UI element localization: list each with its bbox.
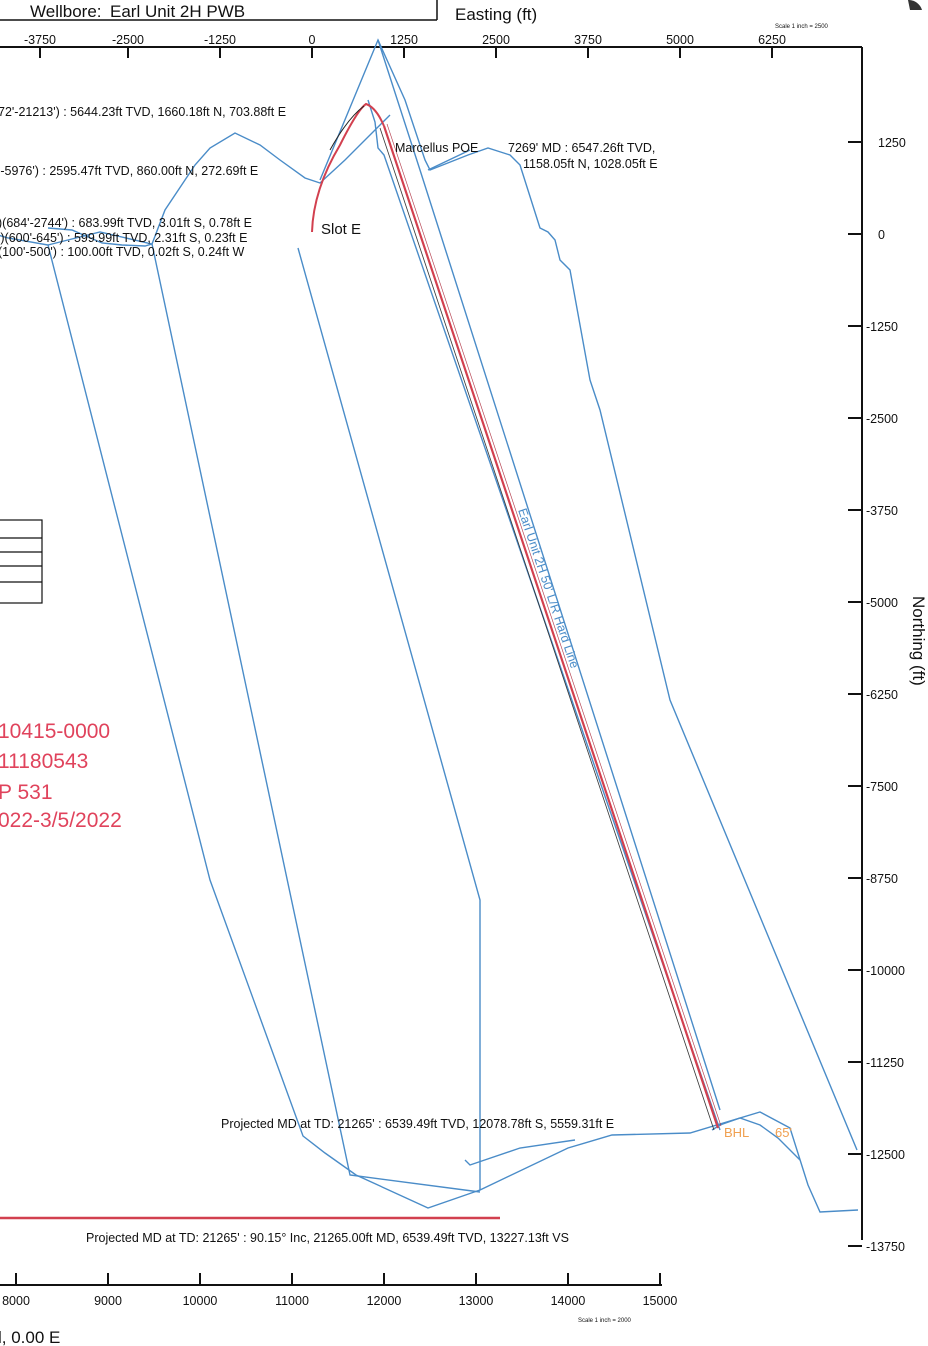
northing-tick-label: -2500 [866,412,898,426]
section-tick-label: 9000 [94,1294,122,1308]
scale-bottom: Scale 1 inch = 2000 [578,1318,632,1324]
northing-tick-label: -1250 [866,320,898,334]
northing-tick-label: -5000 [866,596,898,610]
lease-lines [0,38,859,1213]
northing-tick-label: -7500 [866,780,898,794]
easting-tick-label: 6250 [758,33,786,47]
lease-line-mid-left [47,227,481,1193]
stamp-line-1: 10415-0000 [0,720,110,743]
easting-tick-label: -2500 [112,33,144,47]
hardline-label: Earl Unit 2H 50' L/R Hard Line [515,507,582,671]
origin-fragment: l, 0.00 E [0,1328,60,1346]
northing-tick-label: -8750 [866,872,898,886]
lease-line-se [711,1117,801,1161]
northing-tick-label: 0 [878,228,885,242]
wellbore-name: Earl Unit 2H PWB [110,2,245,21]
lease-line-corridor-right [377,39,721,1111]
section-tick-label: 13000 [459,1294,494,1308]
lease-line-upper [47,114,391,246]
annotation-3: )(684'-2744') : 683.99ft TVD, 3.01ft S, … [0,216,252,230]
section-tick-label: 14000 [551,1294,586,1308]
northing-tick-label: -13750 [866,1240,905,1254]
easting-tick-label: -3750 [24,33,56,47]
bhl-label: BHL [724,1125,749,1140]
northing-axis-title: Northing (ft) [909,596,928,686]
annotation-1: 72'-21213') : 5644.23ft TVD, 1660.18ft N… [0,105,286,119]
easting-axis [0,46,863,1240]
easting-tick-label: 1250 [390,33,418,47]
section-tick-label: 10000 [183,1294,218,1308]
wellpath-curve [311,102,385,233]
poe-line-1: 7269' MD : 6547.26ft TVD, [508,141,655,155]
compass-icon [908,0,922,10]
annotation-4: ')(600'-645') : 599.99ft TVD, 2.31ft S, … [0,231,247,245]
wellbore-label: Wellbore: [30,2,102,21]
lease-line-south [464,1139,576,1166]
easting-tick-label: 5000 [666,33,694,47]
easting-axis-title: Easting (ft) [455,5,537,24]
northing-tick-label: 1250 [878,136,906,150]
northing-tick-label: -12500 [866,1148,905,1162]
easting-tick-label: 2500 [482,33,510,47]
lease-line-corridor-left [367,99,721,1131]
stamp-line-3: P 531 [0,781,53,804]
poe-line-2: 1158.05ft N, 1028.05ft E [523,157,658,171]
stamp-line-2: 11180543 [0,750,88,773]
legend-box [0,519,43,604]
lease-line-tail [427,149,471,171]
stamp-line-4: 022-3/5/2022 [0,809,122,832]
wellpath-lateral [382,125,720,1129]
approval-stamp: 10415-0000 11180543 P 531 022-3/5/2022 [0,720,122,832]
section-tick-label: 12000 [367,1294,402,1308]
wellpath [0,102,722,1220]
lease-line-center [297,247,859,1213]
tick-layer: -3750 -2500 -1250 0 1250 2500 3750 5000 62501250… [2,33,906,1308]
td-section-label: Projected MD at TD: 21265' : 90.15° Inc,… [86,1231,569,1245]
section-tick-label: 11000 [275,1294,309,1308]
annotation-2: '-5976') : 2595.47ft TVD, 860.00ft N, 27… [0,164,258,178]
easting-tick-label: 0 [309,33,316,47]
northing-tick-label: -11250 [866,1056,904,1070]
annotation-5: (100'-500') : 100.00ft TVD, 0.02ft S, 0.… [0,245,245,259]
slot-label: Slot E [321,221,361,238]
lease-line-left [0,234,481,1209]
section-tick-label: 8000 [2,1294,30,1308]
easting-tick-label: -1250 [204,33,236,47]
header-box: Wellbore: Earl Unit 2H PWB [0,0,438,21]
northing-tick-label: -10000 [866,964,905,978]
scale-top: Scale 1 inch = 2500 [775,24,829,30]
annotations: 72'-21213') : 5644.23ft TVD, 1660.18ft N… [0,105,792,1245]
easting-tick-label: 3750 [574,33,602,47]
poe-name: Marcellus POE [395,141,478,155]
td-plan-label: Projected MD at TD: 21265' : 6539.49ft T… [221,1117,614,1131]
lease-line-spine [319,38,858,1151]
bhl-number: 65' [775,1125,792,1140]
section-tick-label: 15000 [643,1294,678,1308]
northing-tick-label: -6250 [866,688,898,702]
northing-tick-label: -3750 [866,504,898,518]
